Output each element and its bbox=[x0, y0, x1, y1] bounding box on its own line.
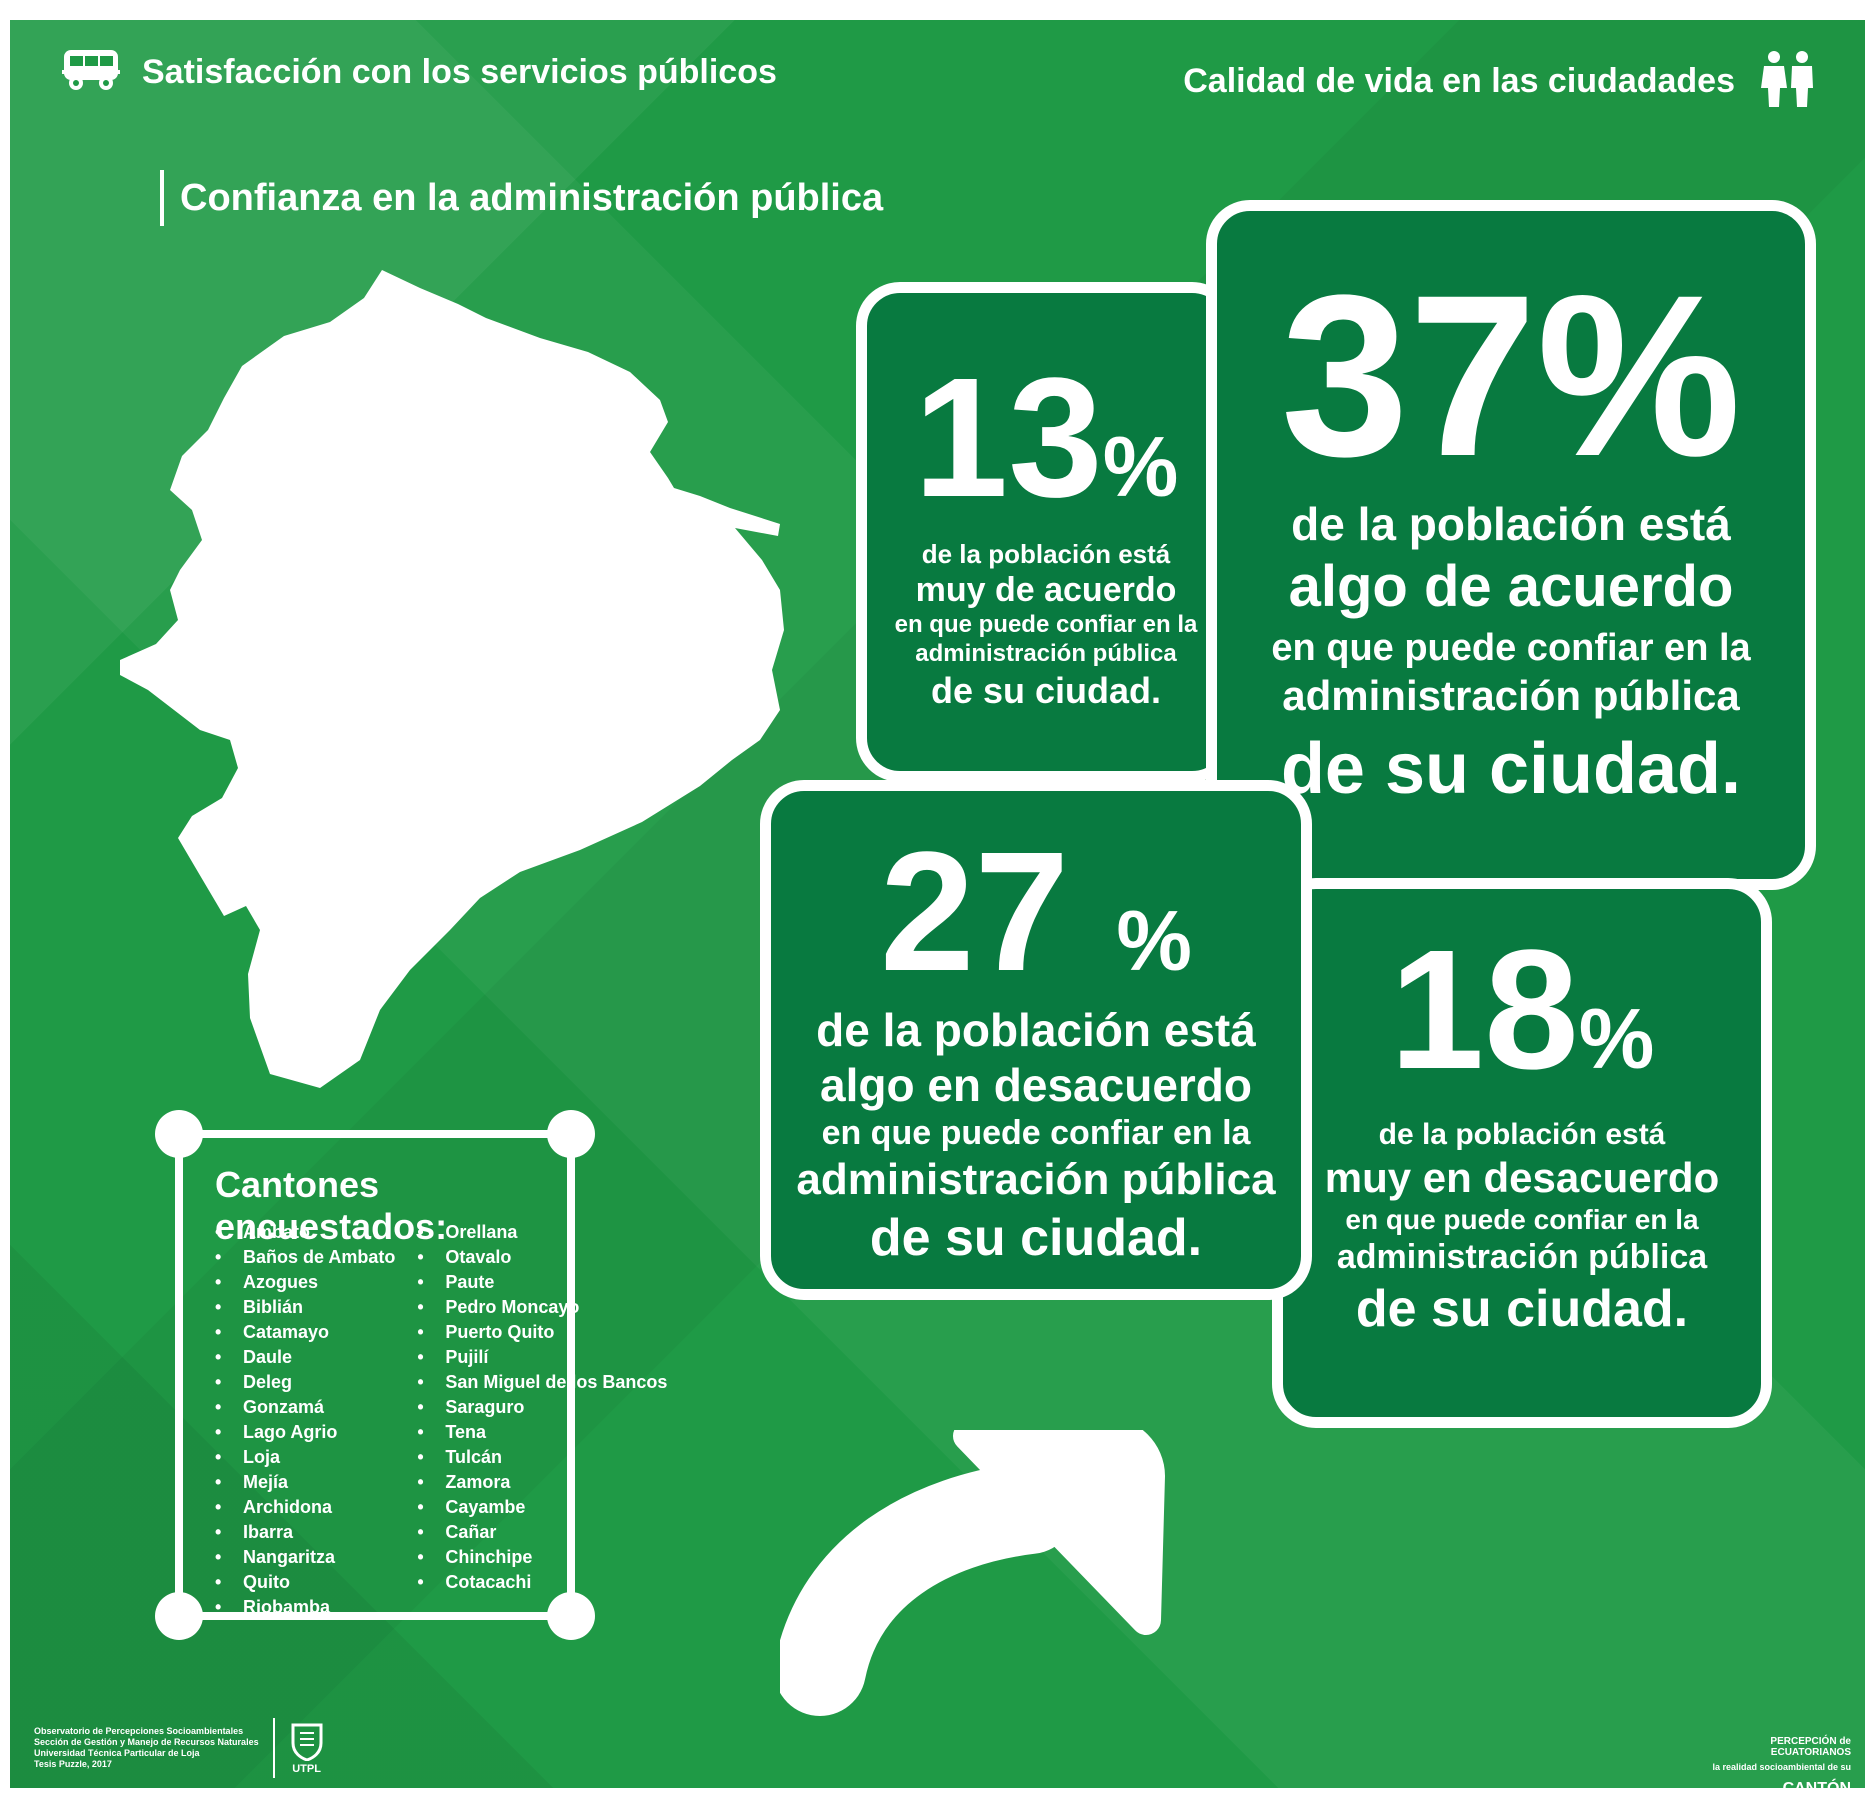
canton-item: Catamayo bbox=[215, 1320, 395, 1345]
brand-line-2: la realidad socioambiental de su bbox=[1712, 1762, 1851, 1772]
stat-value: 27 % bbox=[771, 827, 1301, 997]
header-left-title: Satisfacción con los servicios públicos bbox=[142, 53, 777, 91]
stat-line-5: de su ciudad. bbox=[869, 1208, 1203, 1267]
footer-info: Observatorio de Percepciones Socioambien… bbox=[34, 1726, 259, 1770]
stat-card-muy-de-acuerdo: 13% de la población está muy de acuerdo … bbox=[856, 282, 1236, 782]
stat-line-1: de la población está bbox=[816, 1004, 1256, 1056]
canton-item: Lago Agrio bbox=[215, 1420, 395, 1445]
footer-info-line: Sección de Gestión y Manejo de Recursos … bbox=[34, 1737, 259, 1747]
footer-info-line: Observatorio de Percepciones Socioambien… bbox=[34, 1726, 244, 1736]
page-subtitle: Confianza en la administración pública bbox=[160, 170, 883, 226]
stat-unit: % bbox=[1116, 894, 1192, 989]
stat-card-algo-en-desacuerdo: 27 % de la población está algo en desacu… bbox=[760, 780, 1312, 1300]
stat-line-4: administración pública bbox=[796, 1155, 1276, 1205]
infographic-canvas: Satisfacción con los servicios públicos … bbox=[10, 20, 1865, 1788]
canton-item: Mejía bbox=[215, 1470, 395, 1495]
brand-line-1: PERCEPCIÓN de ECUATORIANOS bbox=[1770, 1736, 1851, 1758]
canton-item: Zamora bbox=[417, 1470, 667, 1495]
utpl-logo-text: UTPL bbox=[292, 1763, 321, 1775]
canton-item: Baños de Ambato bbox=[215, 1245, 395, 1270]
stat-unit: % bbox=[1102, 420, 1179, 515]
stat-line-3: en que puede confiar en la bbox=[821, 1114, 1251, 1153]
stat-line-2: muy en desacuerdo bbox=[1324, 1154, 1720, 1201]
canton-item: Daule bbox=[215, 1345, 395, 1370]
stat-value: 37% bbox=[1217, 261, 1805, 491]
stat-line-1: de la población está bbox=[1291, 498, 1731, 550]
stat-line-2: algo en desacuerdo bbox=[819, 1059, 1252, 1112]
canton-item: Cotacachi bbox=[417, 1570, 667, 1595]
stat-line-1: de la población está bbox=[921, 539, 1171, 569]
canton-item: Pujilí bbox=[417, 1345, 667, 1370]
header-left: Satisfacción con los servicios públicos bbox=[62, 48, 777, 97]
canton-item: Biblián bbox=[215, 1295, 395, 1320]
canton-item: Pedro Moncayo bbox=[417, 1295, 667, 1320]
cantones-list-col1: AmbatoBaños de AmbatoAzoguesBibliánCatam… bbox=[215, 1220, 395, 1620]
utpl-logo: UTPL bbox=[289, 1721, 325, 1775]
stat-number: 27 bbox=[880, 817, 1070, 1007]
stat-number: 13 bbox=[913, 343, 1103, 533]
stat-line-5: de su ciudad. bbox=[1280, 728, 1742, 809]
stat-line-1: de la población está bbox=[1378, 1118, 1666, 1151]
canton-item: Otavalo bbox=[417, 1245, 667, 1270]
stat-number: 37 bbox=[1280, 247, 1537, 504]
stat-line-2: algo de acuerdo bbox=[1288, 554, 1734, 620]
brand-rule bbox=[1704, 1787, 1775, 1788]
canton-item: Paute bbox=[417, 1270, 667, 1295]
university-seal-icon bbox=[291, 1723, 323, 1761]
header-right: Calidad de vida en las ciudadades bbox=[1183, 50, 1815, 113]
stat-line-5: de su ciudad. bbox=[1355, 1279, 1689, 1338]
stat-line-3: en que puede confiar en la bbox=[894, 610, 1198, 638]
canton-item: Ibarra bbox=[215, 1520, 395, 1545]
canton-item: Cañar bbox=[417, 1520, 667, 1545]
ecuador-map-icon bbox=[120, 270, 840, 1095]
stat-value: 13% bbox=[867, 353, 1225, 523]
canton-item: Loja bbox=[215, 1445, 395, 1470]
footer-info-line: Tesis Puzzle, 2017 bbox=[34, 1759, 112, 1769]
canton-item: Cayambe bbox=[417, 1495, 667, 1520]
canton-item: Nangaritza bbox=[215, 1545, 395, 1570]
people-icon bbox=[1761, 50, 1815, 113]
cantones-panel: Cantones encuestados: AmbatoBaños de Amb… bbox=[155, 1110, 667, 1640]
stat-value: 18% bbox=[1283, 925, 1761, 1095]
cantones-list-col2: OrellanaOtavaloPautePedro MoncayoPuerto … bbox=[417, 1220, 667, 1620]
stat-unit: % bbox=[1536, 247, 1742, 504]
stat-card-algo-de-acuerdo: 37% de la población está algo de acuerdo… bbox=[1206, 200, 1816, 890]
canton-item: Ambato bbox=[215, 1220, 395, 1245]
stat-line-2: muy de acuerdo bbox=[915, 571, 1177, 610]
footer-brand: PERCEPCIÓN de ECUATORIANOS la realidad s… bbox=[1696, 1736, 1851, 1788]
canton-item: Chinchipe bbox=[417, 1545, 667, 1570]
canton-item: Deleg bbox=[215, 1370, 395, 1395]
brand-line-3: CANTÓN bbox=[1783, 1780, 1851, 1788]
footer-divider bbox=[272, 1718, 275, 1778]
stat-line-3: en que puede confiar en la bbox=[1271, 626, 1751, 669]
stat-line-3: en que puede confiar en la bbox=[1345, 1204, 1699, 1236]
header-right-title: Calidad de vida en las ciudadades bbox=[1183, 62, 1735, 100]
canton-item: Puerto Quito bbox=[417, 1320, 667, 1345]
footer-info-line: Universidad Técnica Particular de Loja bbox=[34, 1748, 200, 1758]
stat-card-muy-en-desacuerdo: 18% de la población está muy en desacuer… bbox=[1272, 878, 1772, 1428]
stat-unit: % bbox=[1578, 992, 1655, 1087]
canton-item: Orellana bbox=[417, 1220, 667, 1245]
canton-item: Quito bbox=[215, 1570, 395, 1595]
canton-item: Riobamba bbox=[215, 1595, 395, 1620]
curved-arrow-icon bbox=[774, 1417, 1180, 1725]
stat-number: 18 bbox=[1389, 915, 1579, 1105]
brand-line-3-row: CANTÓN bbox=[1696, 1780, 1851, 1788]
stat-line-4: administración pública bbox=[1282, 672, 1740, 720]
canton-item: Saraguro bbox=[417, 1395, 667, 1420]
stat-line-4: administración pública bbox=[1336, 1237, 1708, 1276]
canton-item: Tulcán bbox=[417, 1445, 667, 1470]
canton-item: San Miguel de los Bancos bbox=[417, 1370, 667, 1395]
bus-icon bbox=[62, 48, 120, 97]
canton-item: Tena bbox=[417, 1420, 667, 1445]
footer-institution: Observatorio de Percepciones Socioambien… bbox=[34, 1718, 325, 1778]
canton-item: Archidona bbox=[215, 1495, 395, 1520]
stat-line-4: administración pública bbox=[915, 639, 1177, 667]
stat-line-5: de su ciudad. bbox=[930, 669, 1162, 711]
cantones-columns: AmbatoBaños de AmbatoAzoguesBibliánCatam… bbox=[215, 1220, 667, 1620]
canton-item: Azogues bbox=[215, 1270, 395, 1295]
canton-item: Gonzamá bbox=[215, 1395, 395, 1420]
